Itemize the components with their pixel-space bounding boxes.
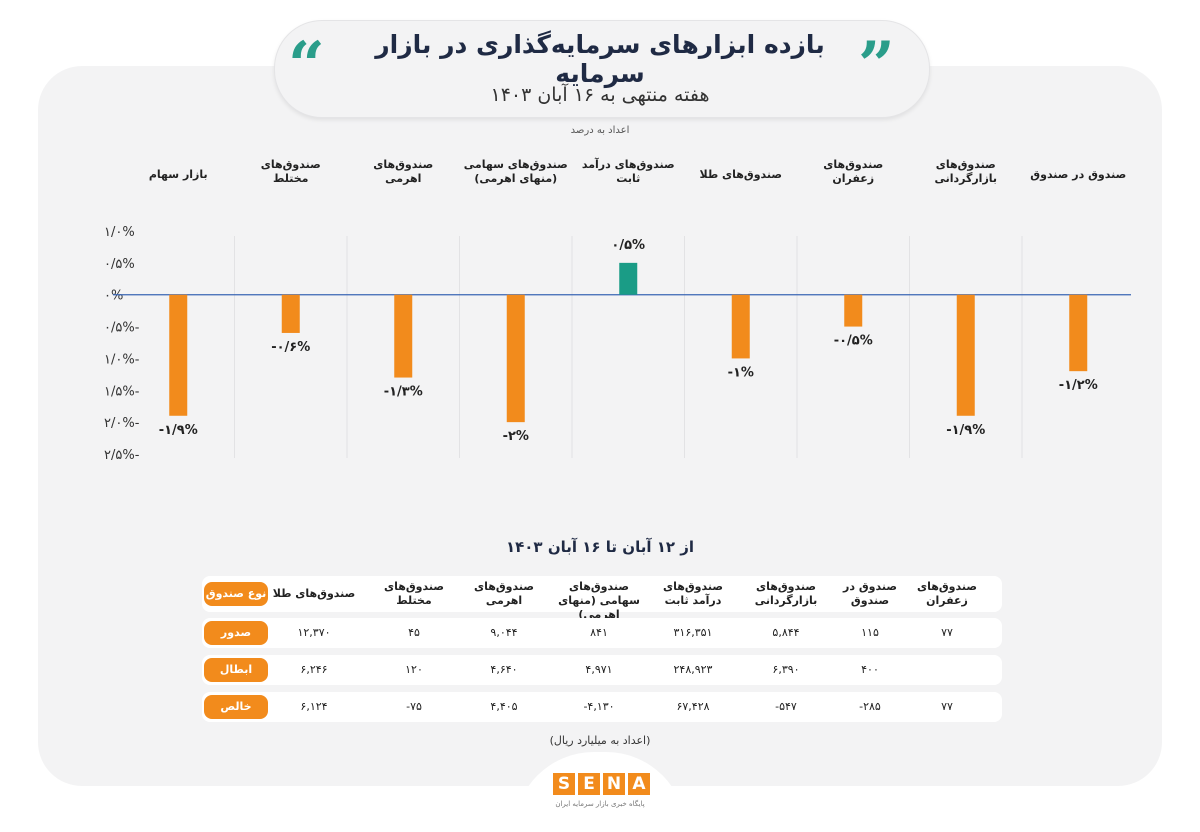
y-tick-label: -۲/۵% [104, 448, 140, 463]
category-label: اهرمی [385, 172, 421, 185]
value-label: -۱/۹% [946, 423, 985, 438]
value-label: -۰/۶% [271, 340, 310, 355]
category-label: صندوق‌های سهامی [464, 158, 568, 171]
table-row [202, 692, 1002, 722]
table-cell: ۳۱۶,۳۵۱ [673, 626, 713, 639]
logo-letter: N [603, 773, 625, 795]
table-cell: -۷۵ [406, 700, 422, 713]
value-label: -۲% [503, 429, 529, 444]
table-cell: ۷۷ [941, 626, 953, 639]
table-cell: ۷۷ [941, 700, 953, 713]
bar [1069, 294, 1088, 372]
table-cell: ۴,۹۷۱ [585, 663, 613, 676]
column-header: صندوق‌های سهامی (منهای اهرمی) [558, 580, 640, 621]
value-label: -۱/۲% [1059, 378, 1098, 393]
category-label: صندوق‌های طلا [699, 168, 782, 181]
y-tick-label: ۰% [104, 289, 123, 304]
category-label: بازارگردانی [934, 172, 997, 185]
table-cell: ۴۵ [408, 626, 420, 639]
table-cell: ۶۷,۴۲۸ [676, 700, 710, 713]
value-label: -۱/۹% [159, 423, 198, 438]
table-header-row [202, 576, 1002, 612]
table-cell: ۶,۲۴۶ [300, 663, 328, 676]
table-cell: ۹,۰۴۴ [490, 626, 518, 639]
category-label: بازار سهام [149, 168, 208, 181]
table-cell: ۶,۱۲۴ [300, 700, 328, 713]
table-cell: -۵۴۷ [775, 700, 797, 713]
y-tick-label: ۱/۰% [104, 225, 135, 240]
logo-letter: E [578, 773, 600, 795]
logo-letter: S [553, 773, 575, 795]
column-header: صندوق‌های مختلط [384, 580, 444, 607]
table-cell: ۱۱۵ [861, 626, 879, 639]
bar [844, 294, 863, 327]
logo-letter: A [628, 773, 650, 795]
y-tick-label: -۱/۰% [104, 352, 140, 367]
returns-bar-chart: ۱/۰% ۰/۵% ۰% -۰/۵% -۱/۰% -۱/۵% -۲/۰% -۲/۵% بازار… [104, 157, 1131, 463]
table-row [202, 618, 1002, 648]
column-header: صندوق‌های درآمد ثابت [663, 580, 723, 607]
close-quote-icon: ” [858, 28, 895, 103]
column-header: صندوق‌های اهرمی [474, 580, 534, 607]
table-cell: -۴,۱۳۰ [583, 700, 615, 713]
category-label: زعفران [832, 172, 874, 185]
table-cell: ۱۲,۳۷۰ [297, 626, 331, 639]
row-label-badge: صدور [204, 621, 268, 645]
table-cell: ۴۰۰ [861, 663, 879, 676]
category-label: صندوق در صندوق [1030, 168, 1126, 181]
y-tick-label: -۱/۵% [104, 384, 140, 399]
table-cell: ۲۴۸,۹۲۳ [673, 663, 713, 676]
table-cell: ۴,۶۴۰ [490, 663, 518, 676]
bar [731, 294, 750, 359]
category-label: صندوق‌های [373, 158, 433, 171]
y-tick-label: -۰/۵% [104, 321, 140, 336]
value-label: -۱% [728, 365, 754, 380]
category-label: صندوق‌های درآمد [582, 157, 675, 171]
value-label: ۰/۵% [611, 238, 645, 253]
value-label: -۰/۵% [834, 334, 873, 349]
category-label: (منهای اهرمی) [474, 172, 557, 185]
table-footnote: (اعداد به میلیارد ریال) [549, 734, 651, 747]
column-header: صندوق‌های زعفران [917, 580, 977, 607]
category-label: ثابت [616, 172, 640, 185]
column-header: صندوق‌های بازارگردانی [754, 580, 818, 607]
unit-note: اعداد به درصد [570, 125, 630, 136]
row-label-badge: خالص [204, 695, 268, 719]
page-title: بازده ابزارهای سرمایه‌گذاری در بازار سرم… [375, 30, 825, 88]
category-label: مختلط [273, 172, 309, 185]
open-quote-icon: “ [288, 28, 325, 103]
table-range-title: از ۱۲ آبان تا ۱۶ آبان ۱۴۰۳ [505, 538, 695, 556]
bar [394, 294, 413, 378]
column-header: صندوق در صندوق [843, 580, 897, 607]
table-row [202, 655, 1002, 685]
table-cell: ۴,۴۰۵ [490, 700, 518, 713]
table-cell: ۵,۸۴۴ [772, 626, 800, 639]
column-header: صندوق‌های طلا [272, 587, 356, 600]
table-cell: ۱۲۰ [405, 663, 423, 676]
table-cell: -۲۸۵ [859, 700, 881, 713]
value-label: -۱/۳% [384, 385, 423, 400]
bar [619, 262, 638, 295]
table-cell: ۸۴۱ [590, 626, 608, 639]
bar [281, 294, 300, 333]
bar [506, 294, 525, 423]
category-label: صندوق‌های [261, 158, 321, 171]
logo-tagline: پایگاه خبری بازار سرمایه ایران [555, 800, 645, 808]
y-tick-label: -۲/۰% [104, 416, 140, 431]
bar [169, 294, 188, 416]
bar [956, 294, 975, 416]
row-label-badge: ابطال [204, 658, 268, 682]
header-badge: نوع صندوق [204, 582, 268, 606]
category-label: صندوق‌های [936, 158, 996, 171]
category-label: صندوق‌های [823, 158, 883, 171]
table-cell: ۶,۳۹۰ [772, 663, 800, 676]
title-banner [274, 20, 930, 118]
page-subtitle: هفته منتهی به ۱۶ آبان ۱۴۰۳ [490, 84, 710, 106]
y-tick-label: ۰/۵% [104, 257, 135, 272]
